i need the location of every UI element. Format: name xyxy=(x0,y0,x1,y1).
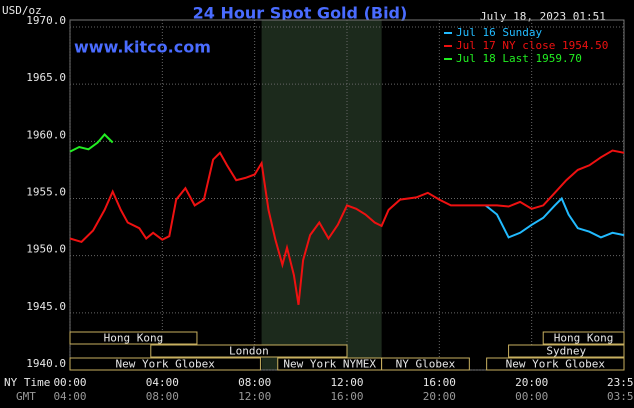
x-tick-label-gmt: 04:00 xyxy=(53,390,86,403)
chart-title: 24 Hour Spot Gold (Bid) xyxy=(193,4,408,23)
x-tick-label: 16:00 xyxy=(423,376,456,389)
y-tick-label: 1950.0 xyxy=(26,243,66,256)
x-tick-label-gmt: 03:59 xyxy=(607,390,634,403)
session-label: New York Globex xyxy=(506,358,606,371)
unit-label: USD/oz xyxy=(2,4,42,17)
y-tick-label: 1970.0 xyxy=(26,14,66,27)
timestamp: July 18, 2023 01:51 xyxy=(480,10,606,23)
session-label: Hong Kong xyxy=(554,332,614,345)
session-bar xyxy=(542,331,625,345)
session-label: Sydney xyxy=(546,345,586,358)
session-label: New York NYMEX xyxy=(283,358,376,371)
session-bar xyxy=(381,357,470,371)
highlight-band xyxy=(261,20,382,370)
series-line xyxy=(484,196,625,239)
session-label: Hong Kong xyxy=(104,332,164,345)
x-tick-label-gmt: 20:00 xyxy=(423,390,456,403)
x-tick-label: 20:00 xyxy=(515,376,548,389)
x-tick-label: 23:59 xyxy=(607,376,634,389)
legend-label: Jul 16 Sunday xyxy=(456,26,542,39)
x-tick-label-gmt: 12:00 xyxy=(238,390,271,403)
x-tick-label-gmt: 16:00 xyxy=(330,390,363,403)
x-tick-label: 08:00 xyxy=(238,376,271,389)
watermark: www.kitco.com xyxy=(74,38,211,57)
y-tick-label: 1960.0 xyxy=(26,128,66,141)
x-tick-label-gmt: 08:00 xyxy=(146,390,179,403)
series-line xyxy=(69,149,625,305)
session-bar xyxy=(150,344,348,358)
x-tick-label: 04:00 xyxy=(146,376,179,389)
series-line xyxy=(69,133,114,153)
session-bar xyxy=(69,357,261,371)
y-tick-label: 1965.0 xyxy=(26,71,66,84)
x-tick-label: 12:00 xyxy=(330,376,363,389)
legend-label: Jul 18 Last 1959.70 xyxy=(456,52,582,65)
session-label: London xyxy=(229,345,269,358)
session-bar xyxy=(508,344,625,358)
x-row-label: NY Time xyxy=(4,376,50,389)
y-tick-label: 1940.0 xyxy=(26,357,66,370)
x-row-label: GMT xyxy=(16,390,36,403)
session-bar xyxy=(486,357,625,371)
session-label: NY Globex xyxy=(396,358,456,371)
session-label: New York Globex xyxy=(116,358,216,371)
y-tick-label: 1955.0 xyxy=(26,186,66,199)
x-tick-label: 00:00 xyxy=(53,376,86,389)
y-tick-label: 1945.0 xyxy=(26,300,66,313)
x-tick-label-gmt: 00:00 xyxy=(515,390,548,403)
session-bar xyxy=(69,331,198,345)
legend-label: Jul 17 NY close 1954.50 xyxy=(456,39,608,52)
